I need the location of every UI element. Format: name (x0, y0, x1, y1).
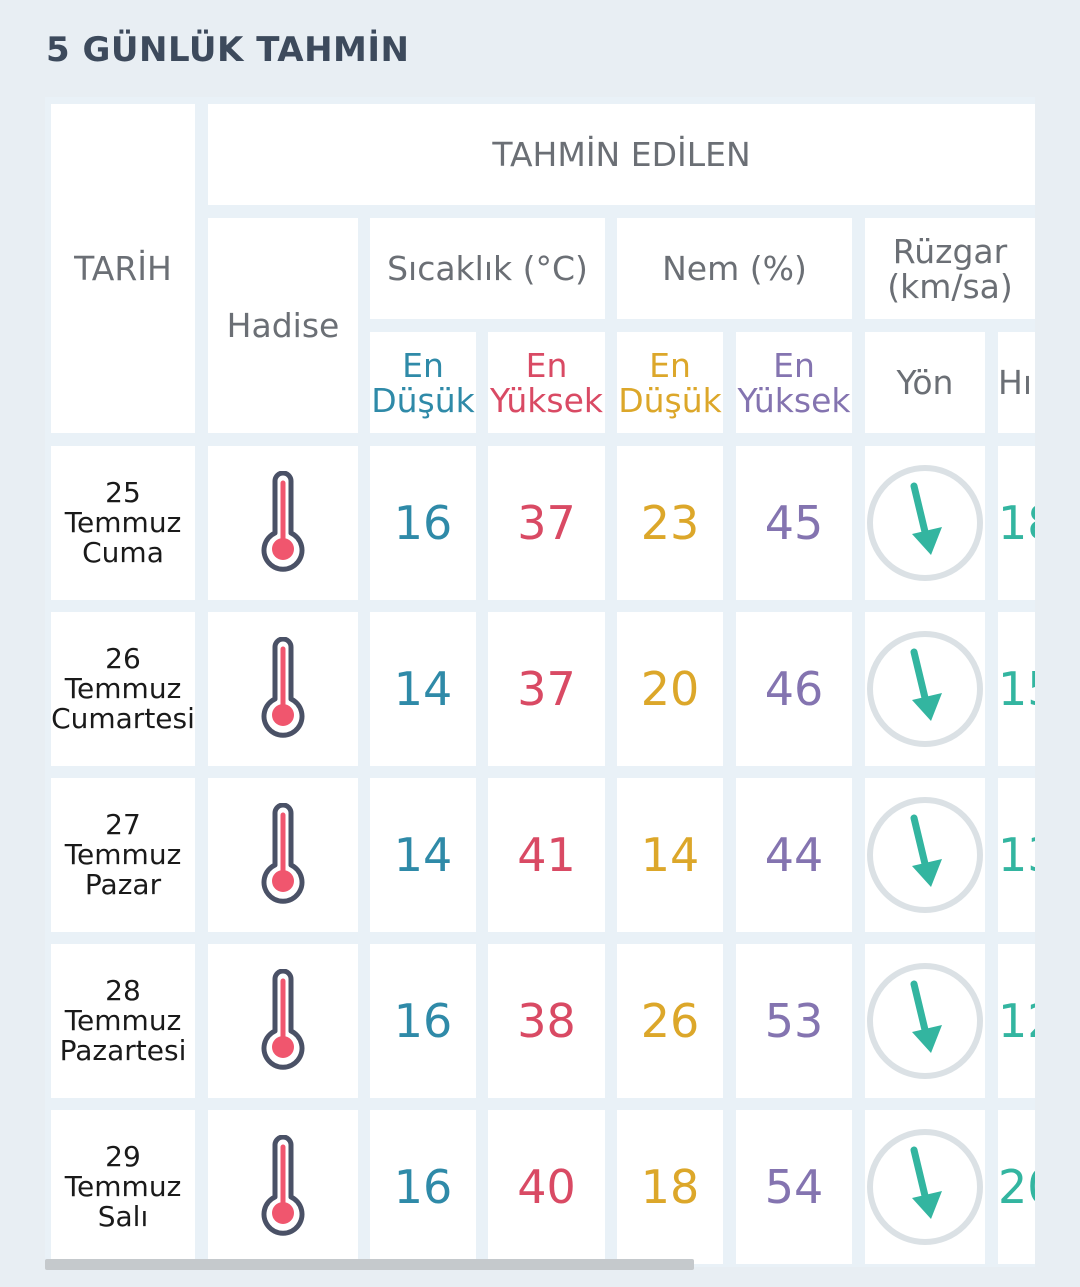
row-wind-speed: 12 (998, 944, 1035, 1098)
header-temperature: Sıcaklık (°C) (370, 218, 605, 319)
header-high-label: Yüksek (737, 380, 851, 420)
row-hum-high: 54 (736, 1110, 852, 1264)
row-day: 25 (105, 476, 141, 509)
thermometer-icon (261, 471, 305, 572)
row-weekday: Cumartesi (51, 702, 195, 735)
wind-direction-icon (867, 963, 983, 1079)
header-temperature-label: Sıcaklık (°C) (387, 249, 588, 288)
row-hum-low: 26 (617, 944, 723, 1098)
row-temp-low: 16 (370, 446, 476, 600)
header-en-label: En (402, 345, 444, 385)
row-wind-direction (865, 612, 985, 766)
row-hum-low: 23 (617, 446, 723, 600)
header-wind: Rüzgar (km/sa) (865, 218, 1035, 319)
wind-direction-icon (867, 797, 983, 913)
row-event (208, 944, 358, 1098)
wind-direction-icon (867, 1129, 983, 1245)
thermometer-icon (261, 637, 305, 738)
header-speed-label: Hı (998, 363, 1032, 402)
row-temp-low: 14 (370, 778, 476, 932)
header-forecast-label: TAHMİN EDİLEN (492, 135, 751, 174)
row-month: Temmuz (64, 1170, 182, 1203)
row-date: 28 Temmuz Pazartesi (51, 944, 195, 1098)
header-hum-low: En Düşük (617, 332, 723, 433)
header-wind-label-1: Rüzgar (892, 231, 1008, 271)
row-hum-low: 18 (617, 1110, 723, 1264)
row-temp-high: 37 (488, 446, 605, 600)
row-weekday: Cuma (82, 536, 164, 569)
header-en-label: En (649, 345, 691, 385)
header-forecast: TAHMİN EDİLEN (208, 104, 1035, 205)
wind-direction-icon (867, 631, 983, 747)
row-hum-high: 46 (736, 612, 852, 766)
header-en-label: En (525, 345, 568, 385)
header-humidity-label: Nem (%) (662, 249, 807, 288)
row-day: 27 (105, 808, 141, 841)
header-wind-speed: Hı (998, 332, 1035, 433)
row-temp-high: 40 (488, 1110, 605, 1264)
header-low-label: Düşük (371, 380, 475, 420)
header-hum-high: En Yüksek (736, 332, 852, 433)
thermometer-icon (261, 969, 305, 1070)
header-temp-high: En Yüksek (488, 332, 605, 433)
row-wind-speed: 13 (998, 778, 1035, 932)
header-wind-direction: Yön (865, 332, 985, 433)
row-wind-direction (865, 778, 985, 932)
row-hum-high: 44 (736, 778, 852, 932)
row-wind-speed: 20 (998, 1110, 1035, 1264)
page-title: 5 GÜNLÜK TAHMİN (46, 30, 410, 70)
row-temp-high: 37 (488, 612, 605, 766)
header-temp-low: En Düşük (370, 332, 476, 433)
row-wind-direction (865, 944, 985, 1098)
row-event (208, 612, 358, 766)
row-temp-high: 38 (488, 944, 605, 1098)
header-event: Hadise (208, 218, 358, 433)
row-date: 29 Temmuz Salı (51, 1110, 195, 1264)
header-high-label: Yüksek (489, 380, 603, 420)
row-month: Temmuz (64, 1004, 182, 1037)
row-date: 25 Temmuz Cuma (51, 446, 195, 600)
thermometer-icon (261, 803, 305, 904)
row-hum-low: 20 (617, 612, 723, 766)
row-temp-high: 41 (488, 778, 605, 932)
row-weekday: Salı (97, 1200, 149, 1233)
header-wind-label-2: (km/sa) (887, 266, 1013, 306)
header-event-label: Hadise (226, 306, 340, 345)
row-temp-low: 16 (370, 944, 476, 1098)
forecast-table[interactable]: TARİH TAHMİN EDİLEN Hadise Sıcaklık (°C)… (45, 97, 1035, 1267)
row-day: 29 (105, 1140, 141, 1173)
header-direction-label: Yön (896, 363, 954, 402)
row-day: 28 (105, 974, 141, 1007)
row-event (208, 446, 358, 600)
header-en-label: En (773, 345, 815, 385)
row-event (208, 778, 358, 932)
row-month: Temmuz (64, 838, 182, 871)
row-hum-low: 14 (617, 778, 723, 932)
header-date-label: TARİH (74, 249, 172, 288)
row-weekday: Pazar (84, 868, 162, 901)
row-wind-speed: 18 (998, 446, 1035, 600)
row-temp-low: 14 (370, 612, 476, 766)
row-month: Temmuz (64, 672, 182, 705)
header-humidity: Nem (%) (617, 218, 852, 319)
header-low-label: Düşük (618, 380, 722, 420)
row-date: 26 Temmuz Cumartesi (51, 612, 195, 766)
row-event (208, 1110, 358, 1264)
row-temp-low: 16 (370, 1110, 476, 1264)
header-date: TARİH (51, 104, 195, 433)
row-day: 26 (105, 642, 141, 675)
row-date: 27 Temmuz Pazar (51, 778, 195, 932)
horizontal-scrollbar[interactable] (45, 1259, 694, 1270)
row-wind-speed: 15 (998, 612, 1035, 766)
row-wind-direction (865, 446, 985, 600)
wind-direction-icon (867, 465, 983, 581)
thermometer-icon (261, 1135, 305, 1236)
row-weekday: Pazartesi (59, 1034, 187, 1067)
row-hum-high: 53 (736, 944, 852, 1098)
row-hum-high: 45 (736, 446, 852, 600)
row-wind-direction (865, 1110, 985, 1264)
row-month: Temmuz (64, 506, 182, 539)
